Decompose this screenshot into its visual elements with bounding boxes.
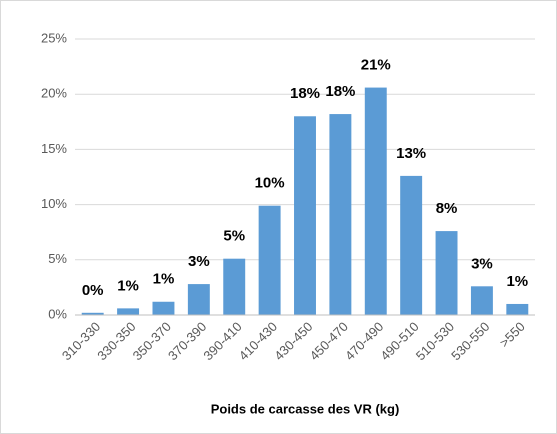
data-label: 8% bbox=[436, 200, 458, 217]
y-tick-label: 15% bbox=[41, 141, 67, 156]
y-tick-label: 10% bbox=[41, 196, 67, 211]
data-label: 21% bbox=[361, 57, 391, 74]
data-label: 1% bbox=[117, 277, 139, 294]
data-label: 10% bbox=[255, 175, 285, 192]
y-tick-label: 20% bbox=[41, 86, 67, 101]
data-label: 5% bbox=[223, 228, 245, 245]
bar bbox=[187, 284, 210, 315]
data-label: 0% bbox=[82, 282, 104, 299]
data-label: 1% bbox=[506, 273, 528, 290]
data-label: 3% bbox=[471, 255, 493, 272]
y-tick-label: 5% bbox=[48, 251, 67, 266]
data-label: 3% bbox=[188, 253, 210, 270]
data-label: 1% bbox=[153, 271, 175, 288]
x-axis-title: Poids de carcasse des VR (kg) bbox=[211, 401, 400, 416]
data-label: 18% bbox=[290, 85, 320, 102]
bar bbox=[223, 258, 246, 315]
data-label: 13% bbox=[396, 145, 426, 162]
y-tick-label: 25% bbox=[41, 30, 67, 45]
bar bbox=[294, 116, 316, 315]
bar bbox=[435, 231, 458, 315]
bar bbox=[400, 175, 423, 315]
bar bbox=[81, 312, 104, 315]
bar bbox=[152, 301, 175, 315]
bar bbox=[506, 303, 529, 315]
bar bbox=[364, 87, 387, 316]
bar bbox=[117, 308, 140, 315]
data-label: 18% bbox=[325, 83, 355, 100]
bar bbox=[258, 205, 281, 315]
y-tick-label: 0% bbox=[48, 306, 67, 321]
bar bbox=[329, 114, 352, 316]
bar bbox=[470, 286, 493, 315]
